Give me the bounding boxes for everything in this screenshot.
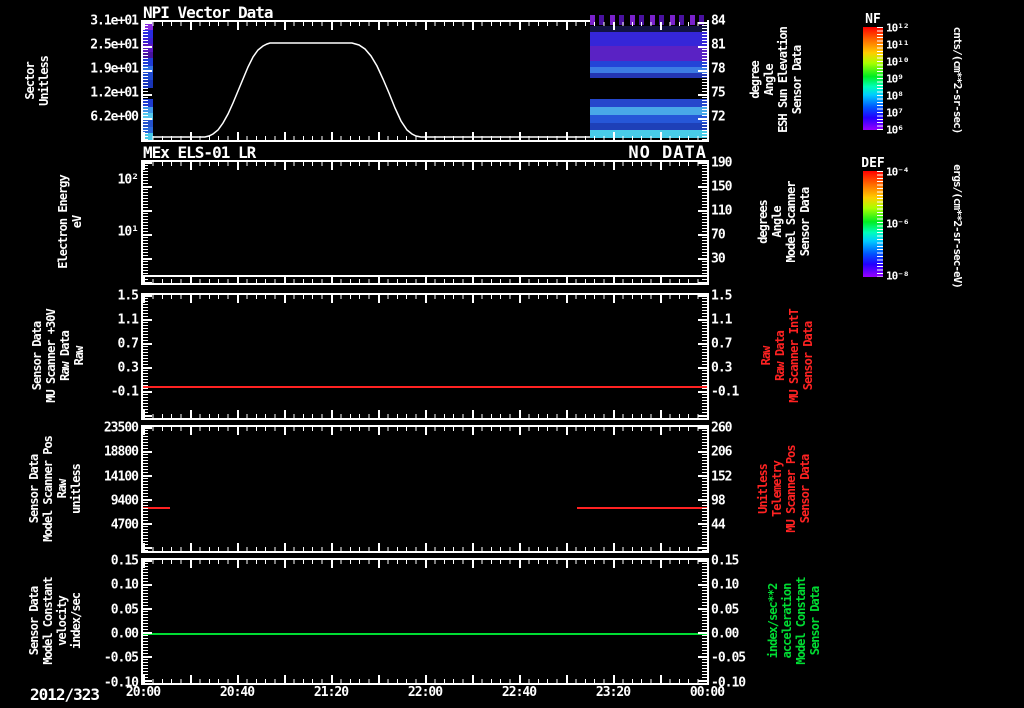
panel2-title: MEx ELS-01 LR (143, 143, 256, 162)
x-axis-tick-labels: 20:00 20:40 21:20 22:00 22:40 23:20 00:00 (125, 685, 725, 700)
panel2-right-axis-ticks: 190 150 110 70 30 (711, 155, 733, 267)
axis-tick-marks (143, 295, 707, 303)
panel4-right-axis-ticks: 260 206 152 98 44 (711, 420, 733, 533)
axis-tick-marks (702, 560, 707, 683)
axis-tick-marks (143, 560, 148, 683)
panel3-left-label: Sensor Data MU Scanner +30V Raw Data Raw (30, 309, 86, 403)
electron-energy-baseline (143, 275, 707, 277)
spectrogram-right-block (590, 15, 707, 140)
scanner-pos-segment-start (143, 507, 170, 509)
axis-tick-marks (143, 295, 148, 418)
panel4-left-label: Sensor Data Model Scanner Pos Raw unitle… (27, 436, 83, 542)
axis-tick-marks (702, 427, 707, 551)
axis-tick-marks (143, 427, 148, 551)
panel5-left-label: Sensor Data Model Constant velocity inde… (27, 577, 83, 665)
axis-tick-marks (143, 410, 707, 418)
panel1-right-axis-ticks: 84 81 78 75 72 (711, 13, 726, 125)
axis-tick-marks (143, 279, 707, 283)
axis-tick-marks (143, 560, 152, 683)
colorbar-nf-tick-labels: 10¹² 10¹¹ 10¹⁰ 10⁹ 10⁸ 10⁷ 10⁶ (886, 21, 909, 137)
axis-tick-marks (702, 162, 707, 283)
axis-tick-marks (143, 427, 707, 431)
panel5-right-axis-ticks: 0.15 0.10 0.05 0.00 -0.05 -0.10 (711, 553, 746, 691)
panel3-right-label: Raw Raw Data MU Scanner IntT Sensor Data (759, 309, 815, 403)
model-constant-velocity-line (143, 633, 707, 635)
axis-tick-marks (143, 414, 707, 418)
axis-tick-marks (143, 427, 152, 551)
colorbar-def (863, 171, 883, 277)
panel2-left-label: Electron Energy eV (56, 175, 84, 269)
colorbar-def-title: DEF (861, 156, 885, 171)
sun-elevation-curve (143, 42, 593, 138)
axis-tick-marks (143, 560, 707, 564)
colorbar-nf-ticks-comb (877, 27, 883, 130)
panel-5-model-constant (141, 558, 709, 685)
axis-tick-marks (143, 543, 707, 551)
axis-tick-marks (143, 162, 148, 283)
axis-tick-marks (143, 162, 707, 170)
axis-tick-marks (143, 560, 707, 568)
axis-tick-marks (698, 560, 707, 683)
axis-tick-marks (143, 162, 707, 166)
scanner-pos-segment-end (577, 507, 707, 509)
panel2-left-axis-ticks: 10² 10¹ (117, 172, 140, 240)
panel4-left-axis-ticks: 23500 18800 14100 9400 4700 (103, 420, 139, 533)
panel1-left-axis-ticks: 3.1e+01 2.5e+01 1.9e+01 1.2e+01 6.2e+00 (90, 13, 139, 125)
date-label: 2012/323 (30, 685, 100, 704)
axis-tick-marks (143, 679, 707, 683)
page-title: NPI Vector Data (143, 3, 273, 22)
axis-tick-marks (698, 162, 707, 283)
colorbar-def-tick-labels: 10⁻⁴ 10⁻⁶ 10⁻⁸ (886, 165, 909, 283)
panel-2-electron-energy (141, 160, 709, 285)
panel1-left-label: Sector Unitless (23, 56, 51, 106)
axis-tick-marks (143, 295, 707, 299)
axis-tick-marks (702, 295, 707, 418)
panel5-left-axis-ticks: 0.15 0.10 0.05 0.00 -0.05 -0.10 (103, 553, 139, 691)
panel5-right-label: index/sec**2 acceleration Model Constant… (766, 577, 822, 665)
colorbar-nf-title: NF (865, 12, 881, 27)
axis-tick-marks (143, 427, 707, 435)
spectrogram-left-strip (143, 22, 153, 140)
scanner-30v-line (143, 386, 707, 388)
panel-4-scanner-pos (141, 425, 709, 553)
panel1-right-label: degree Angle ESH Sun Elevation Sensor Da… (748, 27, 804, 133)
panel-1-sector-spectrogram (141, 15, 709, 142)
axis-tick-marks (143, 675, 707, 683)
no-data-badge: NO DATA (628, 143, 707, 163)
axis-tick-marks (143, 295, 152, 418)
spectrogram-top-scatter (590, 15, 707, 25)
colorbar-nf (863, 27, 883, 130)
axis-tick-marks (143, 162, 152, 283)
panel-3-mu-scanner-30v (141, 293, 709, 420)
colorbar-def-units: ergs/(cm**2-sr-sec-eV) (951, 164, 964, 288)
axis-tick-marks (698, 295, 707, 418)
panel3-left-axis-ticks: 1.5 1.1 0.7 0.3 -0.1 (110, 288, 139, 400)
colorbar-def-ticks-comb (877, 171, 883, 277)
panel4-right-label: Unitless Telemetry MU Scanner Pos Sensor… (756, 445, 812, 533)
panel2-right-label: degrees Angle Model Scanner Sensor Data (756, 181, 812, 263)
panel3-right-axis-ticks: 1.5 1.1 0.7 0.3 -0.1 (711, 288, 739, 400)
axis-tick-marks (698, 427, 707, 551)
axis-tick-marks (143, 547, 707, 551)
